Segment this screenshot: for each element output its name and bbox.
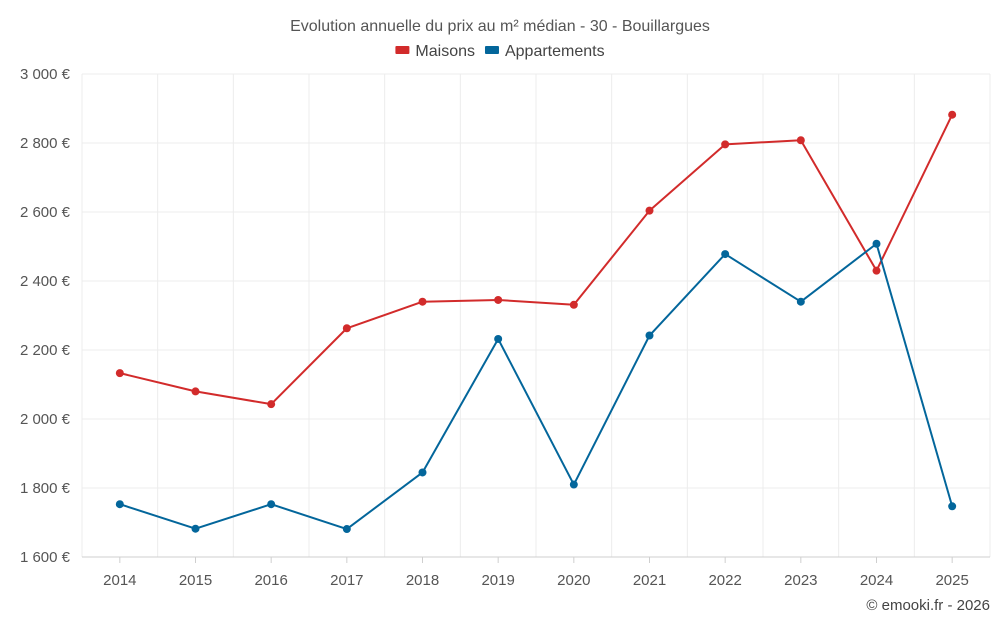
legend-item-maisons[interactable]: Maisons [395, 43, 475, 60]
x-axis: 2014 2015 2016 2017 2018 2019 2020 2021 2022 2023… [82, 556, 990, 589]
data-point-maisons[interactable] [569, 300, 578, 309]
y-tick-label: 1 600 € [20, 549, 71, 566]
data-point-maisons[interactable] [267, 400, 276, 409]
x-tick-label: 2022 [708, 572, 741, 589]
x-tick-label: 2019 [481, 572, 514, 589]
data-point-appartements[interactable] [342, 525, 351, 534]
data-point-appartements[interactable] [948, 502, 957, 511]
data-point-maisons[interactable] [796, 136, 805, 145]
x-tick-label: 2023 [784, 572, 817, 589]
series-layer [115, 110, 957, 534]
legend-label: Maisons [415, 43, 475, 60]
legend: Maisons Appartements [395, 43, 605, 60]
data-point-maisons[interactable] [721, 140, 730, 149]
x-tick-label: 2021 [633, 572, 666, 589]
x-tick-label: 2017 [330, 572, 363, 589]
x-tick-label: 2018 [406, 572, 439, 589]
y-tick-label: 2 200 € [20, 342, 71, 359]
data-point-maisons[interactable] [494, 295, 503, 304]
credit-text: © emooki.fr - 2026 [866, 597, 990, 614]
chart-title: Evolution annuelle du prix au m² médian … [290, 18, 710, 35]
data-point-maisons[interactable] [872, 266, 881, 275]
data-point-maisons[interactable] [948, 110, 957, 119]
legend-swatch [484, 46, 499, 54]
data-point-maisons[interactable] [645, 206, 654, 215]
data-point-appartements[interactable] [569, 480, 578, 489]
legend-swatch [395, 46, 410, 54]
y-axis: 1 600 € 1 800 € 2 000 € 2 200 € 2 400 € 2 600… [20, 66, 71, 566]
x-tick-label: 2024 [860, 572, 893, 589]
data-point-appartements[interactable] [721, 250, 730, 259]
y-tick-label: 2 400 € [20, 273, 71, 290]
series-line-appartements [119, 242, 954, 531]
x-tick-label: 2025 [935, 572, 968, 589]
data-point-maisons[interactable] [191, 387, 200, 396]
x-tick-label: 2016 [254, 572, 287, 589]
data-point-appartements[interactable] [418, 468, 427, 477]
y-tick-label: 2 600 € [20, 204, 71, 221]
y-tick-label: 2 000 € [20, 411, 71, 428]
data-point-appartements[interactable] [645, 331, 654, 340]
data-point-appartements[interactable] [796, 297, 805, 306]
grid [81, 73, 991, 557]
data-point-maisons[interactable] [342, 324, 351, 333]
x-tick-label: 2014 [103, 572, 136, 589]
series-line-maisons [119, 114, 954, 406]
x-tick-label: 2015 [179, 572, 212, 589]
data-point-appartements[interactable] [872, 239, 881, 248]
legend-item-appartements[interactable]: Appartements [484, 43, 605, 60]
data-point-appartements[interactable] [267, 500, 276, 509]
data-point-appartements[interactable] [494, 334, 503, 343]
y-tick-label: 3 000 € [20, 66, 71, 83]
data-point-maisons[interactable] [418, 297, 427, 306]
data-point-appartements[interactable] [115, 500, 124, 509]
legend-label: Appartements [505, 43, 605, 60]
data-point-maisons[interactable] [115, 369, 124, 378]
y-tick-label: 2 800 € [20, 135, 71, 152]
y-tick-label: 1 800 € [20, 480, 71, 497]
data-point-appartements[interactable] [191, 524, 200, 533]
x-tick-label: 2020 [557, 572, 590, 589]
